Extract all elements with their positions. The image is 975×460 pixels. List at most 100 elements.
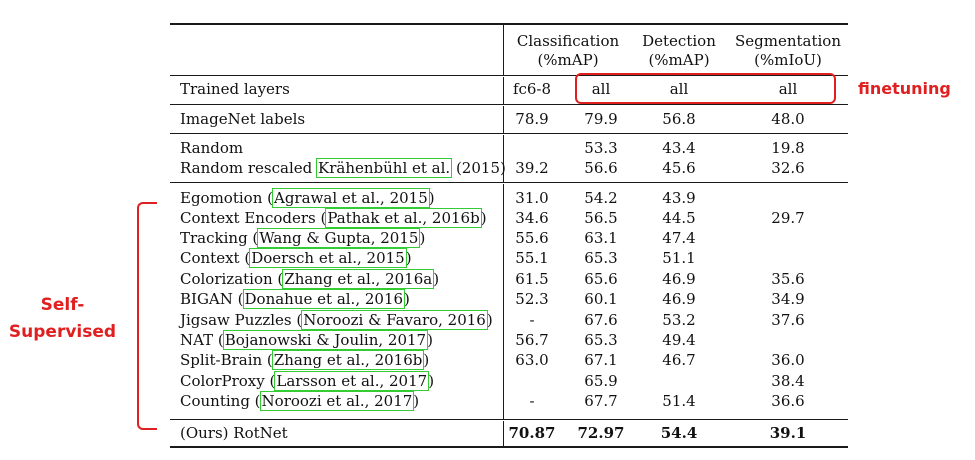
cell: 37.6	[771, 311, 805, 329]
row-label: Random	[180, 139, 244, 157]
header-bottom-rule	[170, 75, 848, 76]
cell: 78.9	[515, 110, 549, 128]
cell: 54.4	[660, 424, 698, 442]
cell: 61.5	[515, 270, 549, 288]
self-supervised-annotation: Self- Supervised	[0, 292, 125, 346]
header-unit: (%mAP)	[648, 51, 710, 69]
row-label: Jigsaw Puzzles (Noroozi & Favaro, 2016)	[180, 310, 493, 330]
imagenet-bottom-rule	[170, 133, 848, 134]
table-top-rule	[170, 23, 848, 25]
cell: 44.5	[662, 209, 696, 227]
header-unit: (%mIoU)	[754, 51, 822, 69]
cell: 46.7	[662, 351, 696, 369]
cell: 65.3	[584, 331, 618, 349]
cell: all	[591, 80, 611, 98]
cell: 79.9	[584, 110, 618, 128]
cell: 56.7	[515, 331, 549, 349]
citation-link[interactable]: Zhang et al., 2016b	[271, 350, 425, 370]
cell: 46.9	[662, 270, 696, 288]
row-label: Trained layers	[180, 80, 290, 98]
column-separator	[503, 77, 504, 104]
citation-link[interactable]: Zhang et al., 2016a	[282, 269, 435, 289]
cell: 63.1	[584, 229, 618, 247]
cell: 60.1	[584, 290, 618, 308]
citation-link[interactable]: Wang & Gupta, 2015	[257, 228, 421, 248]
cell: 65.9	[584, 372, 618, 390]
cell: 49.4	[662, 331, 696, 349]
cell: 65.6	[584, 270, 618, 288]
trained-layers-bottom-rule	[170, 104, 848, 105]
cell: 38.4	[771, 372, 805, 390]
column-separator	[503, 135, 504, 182]
cell: 56.6	[584, 159, 618, 177]
cell: 35.6	[771, 270, 805, 288]
header-title: Segmentation	[734, 32, 841, 50]
cell: 36.6	[771, 392, 805, 410]
header-unit: (%mAP)	[537, 51, 599, 69]
row-label: (Ours) RotNet	[180, 424, 288, 442]
cell: 55.6	[515, 229, 549, 247]
column-separator	[503, 421, 504, 446]
cell: 36.0	[771, 351, 805, 369]
cell: 72.97	[577, 424, 625, 442]
citation-link[interactable]: Agrawal et al., 2015	[271, 188, 430, 208]
finetuning-highlight-box	[575, 73, 836, 104]
row-label: Context Encoders (Pathak et al., 2016b)	[180, 208, 487, 228]
cell: 51.4	[662, 392, 696, 410]
citation-link[interactable]: Noroozi & Favaro, 2016	[301, 310, 488, 330]
row-label: Colorization (Zhang et al., 2016a)	[180, 269, 440, 289]
cell: 56.8	[662, 110, 696, 128]
citation-link[interactable]: Pathak et al., 2016b	[325, 208, 482, 228]
citation-link[interactable]: Bojanowski & Joulin, 2017	[222, 330, 429, 350]
row-label: Random rescaled Krähenbühl et al. (2015)	[180, 158, 506, 178]
cell: 53.2	[662, 311, 696, 329]
table-bottom-rule	[170, 446, 848, 448]
row-label: ColorProxy (Larsson et al., 2017)	[180, 371, 435, 391]
row-label: Tracking (Wang & Gupta, 2015)	[180, 228, 426, 248]
citation-link[interactable]: Doersch et al., 2015	[249, 248, 407, 268]
cell: 55.1	[515, 249, 549, 267]
cell: 32.6	[771, 159, 805, 177]
cell: fc6-8	[512, 80, 552, 98]
header-title: Detection	[642, 32, 716, 50]
citation-link[interactable]: Noroozi et al., 2017	[259, 391, 415, 411]
baselines-bottom-rule	[170, 182, 848, 183]
cell: 51.1	[662, 249, 696, 267]
cell: all	[778, 80, 798, 98]
row-label: NAT (Bojanowski & Joulin, 2017)	[180, 330, 433, 350]
annotation-line: Self-	[40, 295, 85, 315]
cell: all	[669, 80, 689, 98]
column-separator	[503, 184, 504, 419]
column-separator	[503, 106, 504, 133]
cell: 45.6	[662, 159, 696, 177]
cell: 31.0	[515, 189, 549, 207]
row-label: Split-Brain (Zhang et al., 2016b)	[180, 350, 430, 370]
cell: 67.1	[584, 351, 618, 369]
header-title: Classification	[516, 32, 620, 50]
cell: 48.0	[771, 110, 805, 128]
row-label: Egomotion (Agrawal et al., 2015)	[180, 188, 435, 208]
cell: 56.5	[584, 209, 618, 227]
cell: 52.3	[515, 290, 549, 308]
cell: 53.3	[584, 139, 618, 157]
cell: 47.4	[662, 229, 696, 247]
cell: 34.9	[771, 290, 805, 308]
row-label: BIGAN (Donahue et al., 2016)	[180, 289, 410, 309]
row-label: ImageNet labels	[180, 110, 306, 128]
citation-link[interactable]: Krähenbühl et al.	[316, 158, 453, 178]
cell: 43.4	[662, 139, 696, 157]
citation-link[interactable]: Donahue et al., 2016	[242, 289, 406, 309]
row-label: Counting (Noroozi et al., 2017)	[180, 391, 420, 411]
methods-bottom-rule	[170, 419, 848, 420]
cell: 29.7	[771, 209, 805, 227]
cell: 39.1	[769, 424, 807, 442]
cell: 43.9	[662, 189, 696, 207]
cell: 65.3	[584, 249, 618, 267]
cell: 19.8	[771, 139, 805, 157]
annotation-line: Supervised	[8, 322, 117, 342]
cell: 46.9	[662, 290, 696, 308]
cell: 63.0	[515, 351, 549, 369]
finetuning-annotation: finetuning	[858, 79, 951, 98]
citation-link[interactable]: Larsson et al., 2017	[274, 371, 430, 391]
cell: 54.2	[584, 189, 618, 207]
